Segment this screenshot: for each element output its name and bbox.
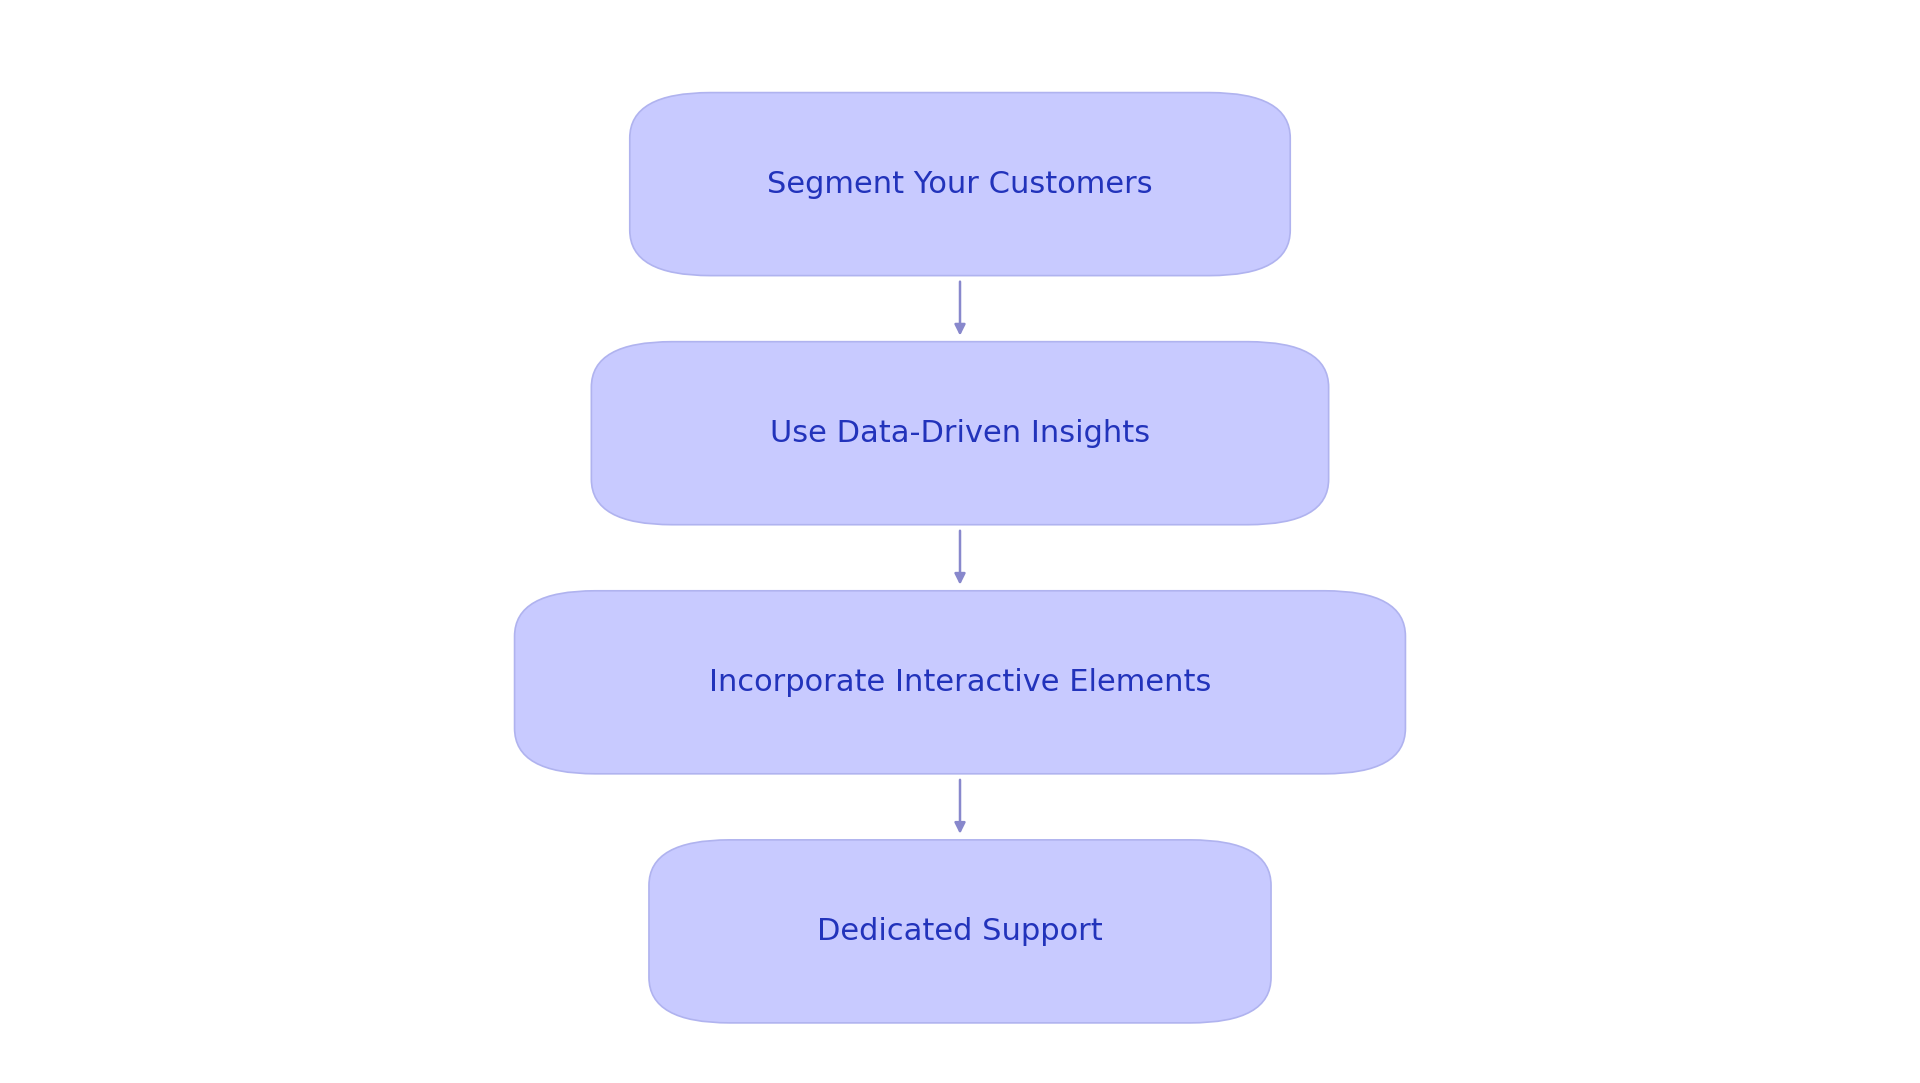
FancyBboxPatch shape [591,342,1329,525]
Text: Use Data-Driven Insights: Use Data-Driven Insights [770,419,1150,447]
Text: Segment Your Customers: Segment Your Customers [768,170,1152,198]
Text: Dedicated Support: Dedicated Support [818,917,1102,945]
FancyBboxPatch shape [515,591,1405,773]
FancyBboxPatch shape [630,93,1290,276]
Text: Incorporate Interactive Elements: Incorporate Interactive Elements [708,668,1212,696]
FancyBboxPatch shape [649,840,1271,1022]
